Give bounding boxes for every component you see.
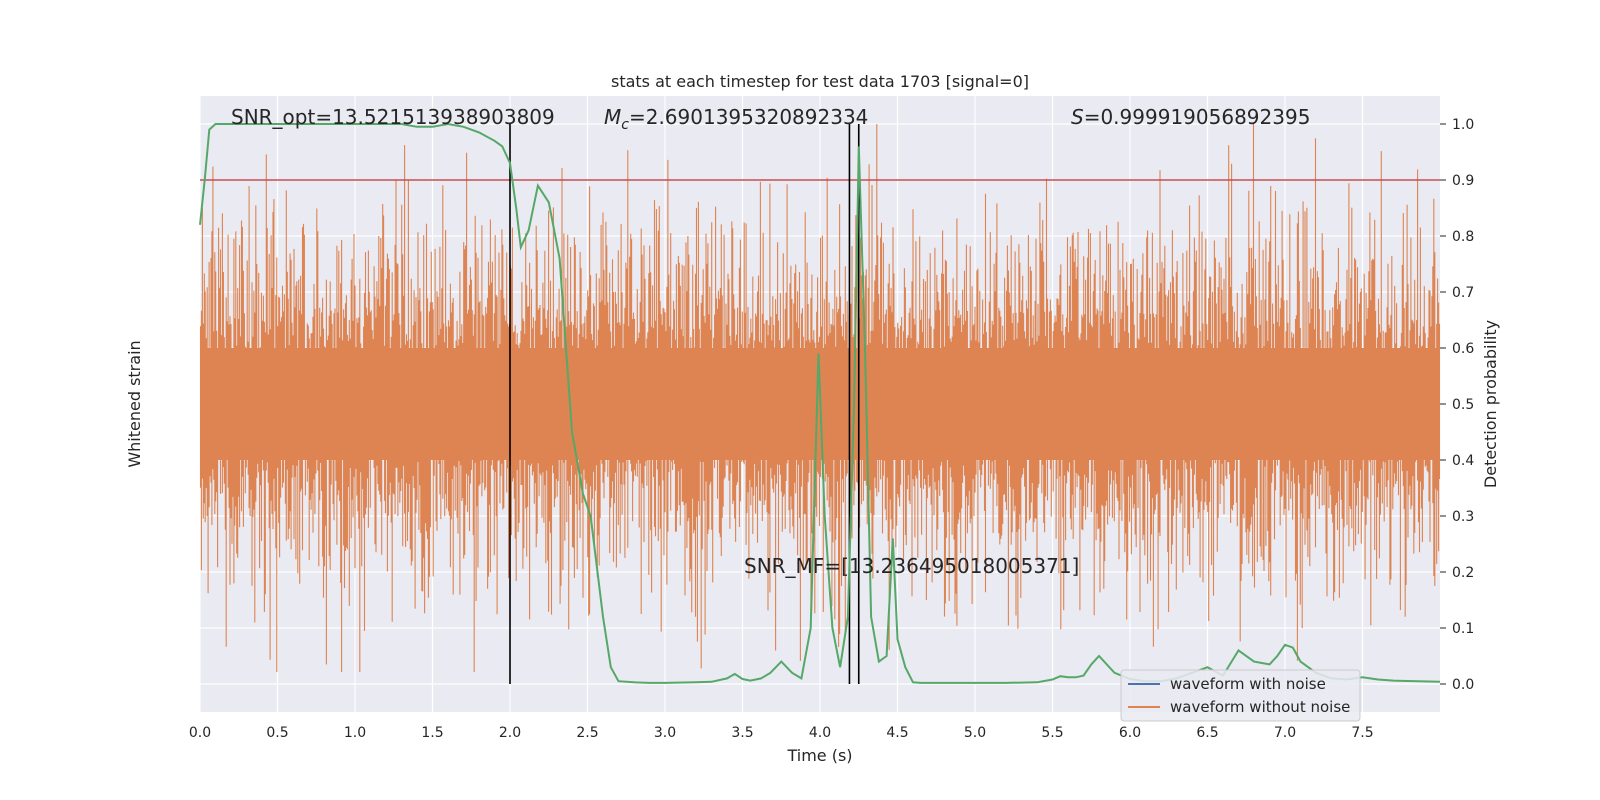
legend: waveform with noise waveform without noi… (1120, 669, 1361, 722)
x-tick-label: 3.0 (654, 725, 676, 741)
axes: 0.0 0.5 1.0 1.5 2.0 2.5 3.0 3.5 4.0 4.5 5.0 5.5 6.0 6… (189, 117, 1474, 741)
annotation-snr-opt: SNR_opt=13.521513938903809 (231, 105, 555, 129)
annotation-s-symbol: S (1071, 105, 1084, 129)
x-tick-label: 6.0 (1119, 725, 1141, 741)
y-tick-label: 0.5 (1452, 397, 1474, 413)
legend-box (1120, 669, 1361, 722)
y-tick-label: 0.3 (1452, 509, 1474, 525)
x-tick-label: 4.0 (809, 725, 831, 741)
y-tick-label: 0.4 (1452, 453, 1474, 469)
x-tick-label: 1.0 (344, 725, 366, 741)
x-tick-label: 2.5 (576, 725, 598, 741)
annotation-s: S=0.999919056892395 (1071, 105, 1310, 129)
x-tick-label: 3.5 (731, 725, 753, 741)
x-axis-label: Time (s) (786, 746, 852, 765)
x-tick-label: 0.0 (189, 725, 211, 741)
y-tick-label: 1.0 (1452, 117, 1474, 133)
y-tick-label: 0.0 (1452, 677, 1474, 693)
y-tick-label: 0.2 (1452, 565, 1474, 581)
annotation-s-value: =0.999919056892395 (1084, 105, 1311, 129)
x-tick-label: 7.0 (1274, 725, 1296, 741)
annotation-snr-mf: SNR_MF=[13.236495018005371] (744, 554, 1079, 578)
legend-label-with-noise: waveform with noise (1170, 675, 1326, 693)
annotation-mc-sub: c (621, 117, 629, 133)
x-tick-label: 6.5 (1196, 725, 1218, 741)
x-tick-label: 0.5 (266, 725, 288, 741)
x-tick-label: 2.0 (499, 725, 521, 741)
x-tick-label: 1.5 (421, 725, 443, 741)
legend-label-without-noise: waveform without noise (1170, 698, 1350, 716)
chart-title: stats at each timestep for test data 170… (611, 72, 1029, 91)
y-axis-right-label: Detection probability (1481, 320, 1500, 488)
y-tick-label: 0.7 (1452, 285, 1474, 301)
annotation-mc: Mc=2.6901395320892334 (604, 105, 868, 133)
annotation-mc-value: =2.6901395320892334 (629, 105, 868, 129)
y-tick-label: 0.1 (1452, 621, 1474, 637)
x-tick-label: 5.5 (1041, 725, 1063, 741)
annotation-mc-symbol: M (604, 105, 621, 129)
noise-trace (199, 124, 1441, 672)
y-tick-label: 0.6 (1452, 341, 1474, 357)
y-tick-label: 0.9 (1452, 173, 1474, 189)
x-tick-label: 4.5 (886, 725, 908, 741)
y-axis-left-label: Whitened strain (125, 340, 144, 467)
x-tick-label: 5.0 (964, 725, 986, 741)
y-tick-label: 0.8 (1452, 229, 1474, 245)
x-tick-label: 7.5 (1351, 725, 1373, 741)
